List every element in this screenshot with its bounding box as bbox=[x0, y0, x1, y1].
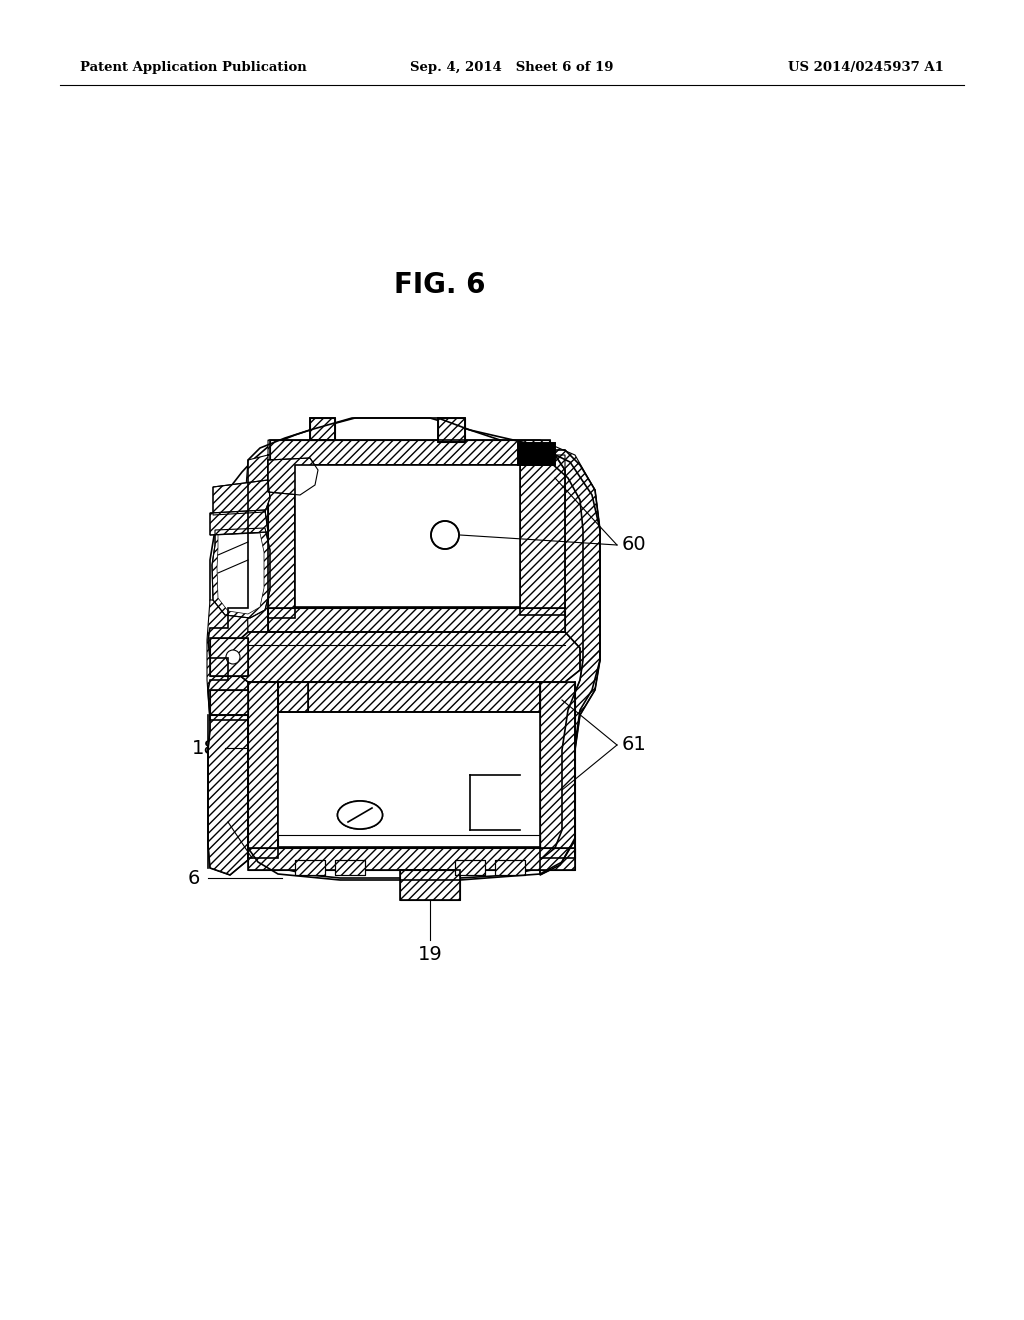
Polygon shape bbox=[245, 440, 600, 682]
Polygon shape bbox=[210, 418, 595, 878]
Text: Sep. 4, 2014   Sheet 6 of 19: Sep. 4, 2014 Sheet 6 of 19 bbox=[411, 62, 613, 74]
Polygon shape bbox=[228, 632, 580, 682]
Text: 61: 61 bbox=[622, 735, 647, 755]
Polygon shape bbox=[217, 533, 264, 614]
Polygon shape bbox=[400, 870, 460, 900]
Polygon shape bbox=[295, 465, 520, 607]
Polygon shape bbox=[520, 455, 565, 615]
Polygon shape bbox=[455, 861, 485, 875]
Polygon shape bbox=[207, 601, 248, 719]
Ellipse shape bbox=[338, 801, 383, 829]
Polygon shape bbox=[295, 861, 325, 875]
Polygon shape bbox=[278, 711, 540, 847]
Circle shape bbox=[226, 649, 240, 664]
Text: Patent Application Publication: Patent Application Publication bbox=[80, 62, 307, 74]
Polygon shape bbox=[248, 847, 575, 870]
Polygon shape bbox=[438, 418, 465, 442]
Text: 19: 19 bbox=[418, 945, 442, 964]
Polygon shape bbox=[517, 442, 555, 465]
Polygon shape bbox=[495, 861, 525, 875]
Polygon shape bbox=[295, 465, 520, 607]
Polygon shape bbox=[268, 609, 565, 632]
Polygon shape bbox=[540, 682, 575, 858]
Polygon shape bbox=[517, 442, 555, 465]
Ellipse shape bbox=[338, 801, 383, 829]
Polygon shape bbox=[268, 458, 318, 495]
Polygon shape bbox=[335, 861, 365, 875]
Polygon shape bbox=[208, 715, 248, 875]
Polygon shape bbox=[248, 682, 278, 858]
Polygon shape bbox=[210, 638, 248, 676]
Polygon shape bbox=[310, 418, 335, 440]
Text: 18: 18 bbox=[193, 738, 217, 758]
Text: 8: 8 bbox=[208, 813, 220, 832]
Text: 6: 6 bbox=[187, 869, 200, 887]
Polygon shape bbox=[278, 711, 540, 847]
Polygon shape bbox=[278, 836, 540, 847]
Polygon shape bbox=[278, 682, 308, 711]
Polygon shape bbox=[540, 450, 600, 875]
Polygon shape bbox=[295, 465, 520, 607]
Polygon shape bbox=[270, 440, 550, 465]
Polygon shape bbox=[210, 510, 268, 535]
Text: US 2014/0245937 A1: US 2014/0245937 A1 bbox=[788, 62, 944, 74]
Polygon shape bbox=[210, 690, 248, 715]
Polygon shape bbox=[213, 480, 270, 515]
Text: 60: 60 bbox=[622, 536, 646, 554]
Polygon shape bbox=[268, 459, 295, 618]
Polygon shape bbox=[278, 682, 540, 711]
Polygon shape bbox=[212, 528, 270, 618]
Text: FIG. 6: FIG. 6 bbox=[394, 271, 485, 300]
